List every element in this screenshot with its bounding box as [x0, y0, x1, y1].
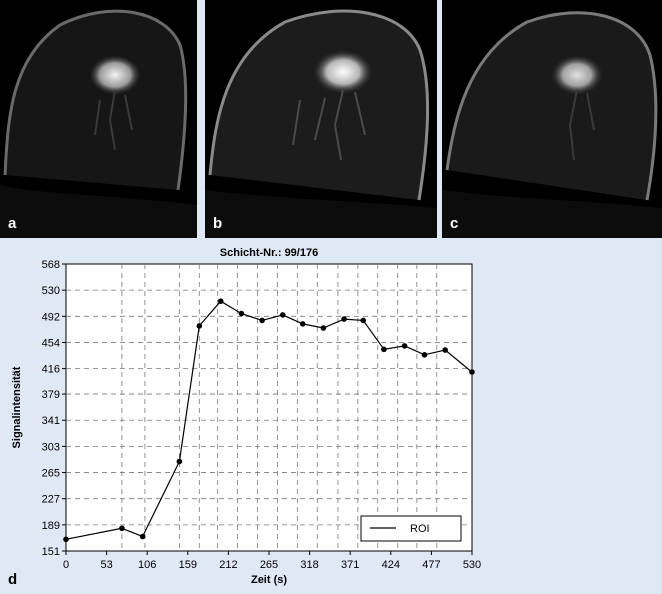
y-tick-label: 379	[42, 389, 60, 401]
x-tick-label: 318	[300, 559, 318, 571]
x-tick-label: 212	[219, 559, 237, 571]
legend: ROI	[360, 515, 462, 542]
chart-title: Schicht-Nr.: 99/176	[220, 247, 318, 259]
data-point	[442, 347, 448, 353]
data-point	[259, 317, 265, 324]
data-point	[381, 346, 387, 353]
data-point	[360, 317, 367, 324]
x-tick-label: 530	[463, 559, 481, 571]
y-tick-label: 151	[42, 546, 60, 558]
axes: 151 189 227 265 303 341 379 416 454 492 530 568 0 53 1…	[42, 259, 482, 571]
x-tick-label: 159	[179, 559, 197, 571]
data-point	[469, 369, 475, 375]
y-tick-label: 568	[42, 259, 60, 271]
x-axis-label: Zeit (s)	[251, 574, 287, 586]
data-point	[238, 310, 245, 317]
series-line-roi	[65, 300, 473, 540]
plot-area	[65, 263, 473, 552]
y-axis-label: Signalintensität	[11, 366, 23, 448]
x-tick-label: 53	[100, 559, 112, 571]
data-point	[320, 325, 327, 331]
y-tick-label: 416	[42, 364, 60, 376]
x-tick-label: 371	[341, 559, 359, 571]
series	[63, 298, 475, 543]
x-tick-label: 265	[260, 559, 278, 571]
y-tick-label: 530	[42, 285, 60, 297]
x-tick-label: 477	[422, 559, 440, 571]
y-tick-label: 189	[42, 520, 60, 532]
panel-label-c: c	[450, 215, 459, 232]
data-point	[401, 343, 408, 349]
y-tick-label: 303	[42, 441, 60, 453]
data-point	[341, 316, 347, 322]
data-point	[139, 533, 146, 540]
y-tick-label: 227	[42, 494, 60, 506]
data-point	[217, 298, 224, 304]
x-tick-label: 424	[382, 559, 400, 571]
data-point	[421, 352, 428, 358]
panel-label-b: b	[213, 215, 223, 232]
legend-label-roi: ROI	[410, 523, 430, 535]
y-tick-label: 341	[42, 415, 60, 427]
data-point	[119, 525, 125, 532]
data-point	[63, 536, 69, 543]
mri-image-a: a	[0, 0, 197, 238]
x-tick-label: 106	[138, 559, 156, 571]
y-tick-label: 492	[42, 311, 60, 323]
panel-label-d: d	[8, 571, 18, 588]
data-point	[279, 312, 286, 318]
panel-label-a: a	[8, 215, 17, 232]
data-point	[176, 458, 183, 465]
x-tick-label: 0	[63, 559, 69, 571]
y-tick-label: 454	[42, 337, 60, 349]
y-tick-label: 265	[42, 468, 60, 480]
data-point	[299, 321, 306, 327]
signal-time-chart: 151 189 227 265 303 341 379 416 454 492 530 568 0 53 1…	[11, 247, 482, 586]
data-point	[196, 323, 203, 329]
mri-image-b: b	[205, 0, 437, 238]
mri-image-c: c	[442, 0, 662, 238]
